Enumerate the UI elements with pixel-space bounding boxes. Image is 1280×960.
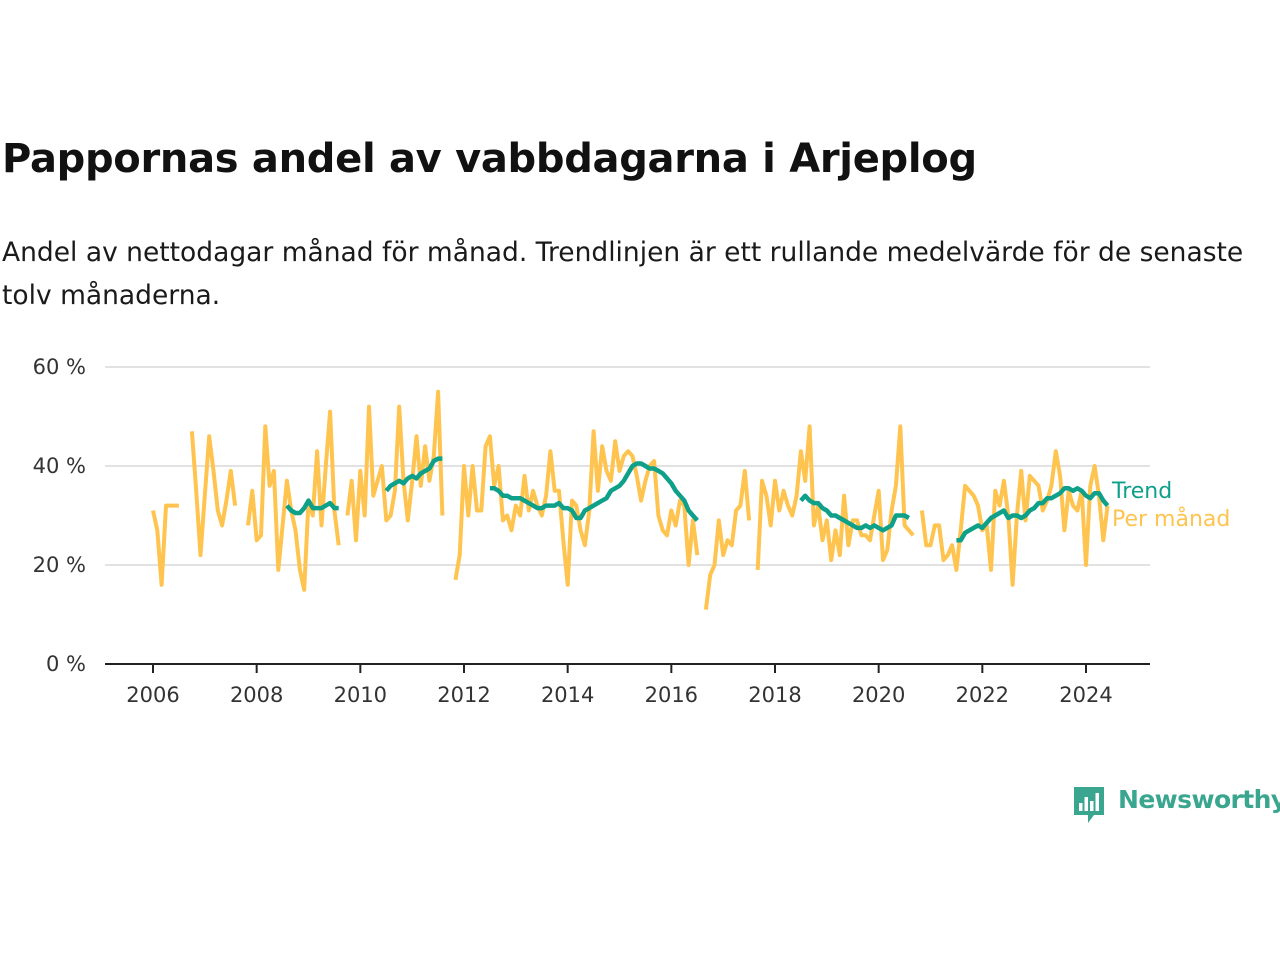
brand-logo[interactable]: Newsworthy <box>1072 783 1280 827</box>
series-line-segment <box>151 503 179 587</box>
x-axis: 2006 2008 2010 2012 2014 2016 2018 2020 2022 2024 <box>105 663 1150 707</box>
series-line-segment <box>919 449 1110 587</box>
series-line-segment <box>956 486 1110 543</box>
y-tick-label: 0 % <box>46 652 86 676</box>
brand-name: Newsworthy <box>1118 785 1280 814</box>
x-tick-label: 2006 <box>126 683 179 707</box>
series-line-segment <box>246 409 341 592</box>
y-tick-label: 40 % <box>33 454 86 478</box>
series-per-manad <box>151 389 1110 610</box>
chart-subtitle: Andel av nettodagar månad för månad. Tre… <box>2 237 1244 311</box>
series-line-segment <box>453 429 700 587</box>
series-trend <box>285 456 1110 543</box>
x-tick-label: 2020 <box>852 683 905 707</box>
x-tick-label: 2014 <box>541 683 594 707</box>
legend-label: Per månad <box>1112 506 1230 532</box>
x-tick-label: 2012 <box>437 683 490 707</box>
series-line-segment <box>285 498 339 516</box>
newsworthy-logo-icon <box>1074 787 1104 823</box>
x-tick-label: 2010 <box>334 683 387 707</box>
line-chart: 0 % 20 % 40 % 60 % 2006 2008 2010 2012 2014 2016… <box>33 355 1231 707</box>
y-axis-ticks: 0 % 20 % 40 % 60 % <box>33 355 86 676</box>
x-tick-label: 2024 <box>1059 683 1112 707</box>
y-tick-label: 60 % <box>33 355 86 379</box>
series-line-segment <box>755 424 915 570</box>
series-lines <box>151 389 1110 610</box>
series-line-segment <box>489 461 699 522</box>
series-line-segment <box>384 456 443 493</box>
series-line-segment <box>703 468 752 610</box>
chart-title: Pappornas andel av vabbdagarna i Arjeplo… <box>2 136 977 182</box>
x-tick-label: 2016 <box>645 683 698 707</box>
series-line-segment <box>189 431 238 558</box>
series-line-segment <box>345 389 445 543</box>
y-tick-label: 20 % <box>33 553 86 577</box>
series-line-segment <box>799 493 911 533</box>
x-tick-label: 2008 <box>230 683 283 707</box>
x-tick-label: 2022 <box>956 683 1009 707</box>
x-tick-label: 2018 <box>748 683 801 707</box>
legend-label: Trend <box>1111 479 1172 504</box>
